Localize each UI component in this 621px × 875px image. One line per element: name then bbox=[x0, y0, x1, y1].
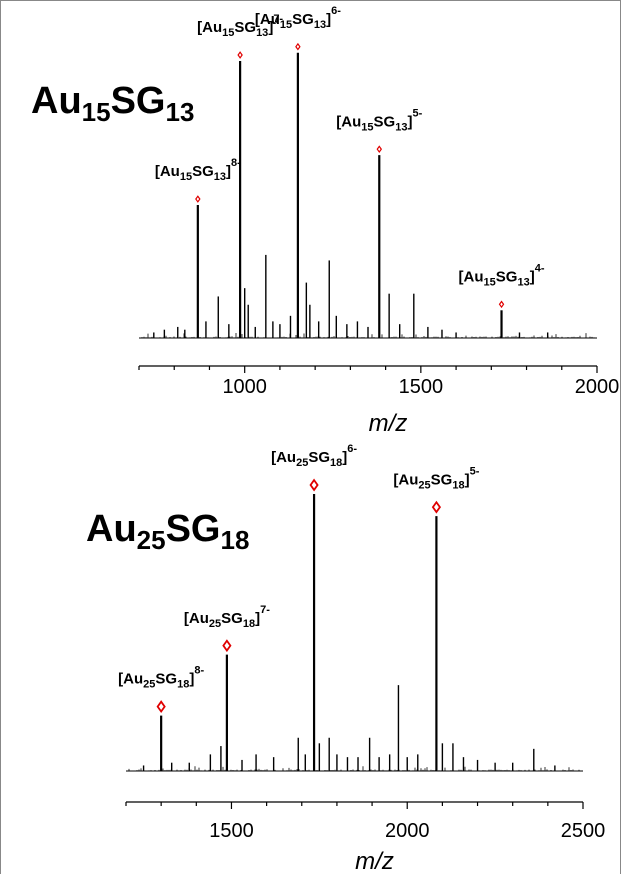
peak-marker-diamond bbox=[295, 42, 301, 51]
peak-label: [Au25SG18]8- bbox=[118, 665, 204, 691]
peak-marker-diamond bbox=[237, 51, 243, 59]
peak-marker-diamond bbox=[376, 145, 383, 154]
x-tick-label: 1500 bbox=[209, 820, 254, 842]
peak-label: [Au25SG18]5- bbox=[393, 465, 479, 491]
x-tick-label: 2000 bbox=[575, 376, 620, 398]
x-axis-title: m/z bbox=[369, 410, 408, 437]
peak-label: [Au15SG13]5- bbox=[336, 107, 422, 133]
peak-marker-diamond bbox=[309, 478, 319, 492]
peak-marker-diamond bbox=[498, 300, 505, 309]
peak-marker-diamond bbox=[222, 639, 232, 653]
peak-marker-diamond bbox=[431, 500, 442, 514]
peak-marker-diamond bbox=[195, 195, 201, 203]
peak-label: [Au15SG13]8- bbox=[155, 157, 241, 183]
peak-marker-diamond bbox=[156, 700, 166, 714]
x-axis-title: m/z bbox=[355, 848, 394, 875]
peak-label: [Au15SG13]6- bbox=[255, 5, 341, 31]
peak-label: [Au15SG13]7- bbox=[197, 13, 283, 39]
peak-label: [Au25SG18]7- bbox=[184, 604, 270, 630]
x-tick-label: 1500 bbox=[399, 376, 444, 398]
panel-title: Au15SG13 bbox=[31, 80, 194, 127]
au25-spectrum-panel: [Au25SG18]8- [Au25SG18]7- [Au25SG18]6- [Au2… bbox=[86, 443, 605, 875]
peak-label: [Au15SG13]4- bbox=[459, 263, 545, 289]
x-tick-label: 2000 bbox=[385, 820, 430, 842]
panel-title: Au25SG18 bbox=[86, 508, 249, 555]
x-tick-label: 2500 bbox=[561, 820, 606, 842]
x-tick-label: 1000 bbox=[222, 376, 267, 398]
au15-spectrum-panel: [Au15SG13]8- [Au15SG13]7-[Au15SG13]6- [Au1… bbox=[31, 5, 619, 437]
baseline-noise bbox=[128, 766, 580, 771]
peak-label: [Au25SG18]6- bbox=[271, 443, 357, 469]
